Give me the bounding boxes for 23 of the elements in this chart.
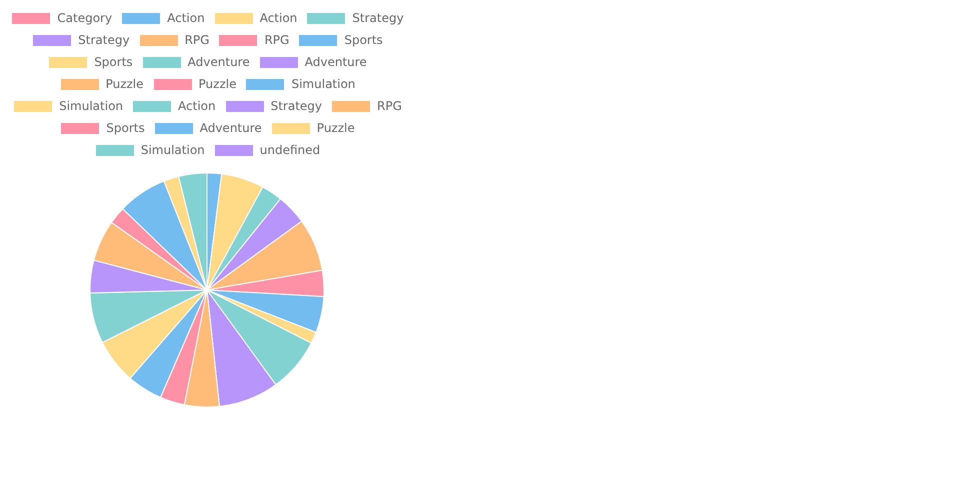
- legend-label: Simulation: [140, 143, 205, 157]
- legend-label: Puzzle: [106, 77, 144, 91]
- legend-label: RPG: [264, 33, 290, 47]
- legend-label: Adventure: [188, 55, 250, 69]
- legend-label: Category: [57, 11, 112, 25]
- legend-label: RPG: [184, 33, 210, 47]
- legend-label: Simulation: [291, 77, 356, 91]
- legend-label: Sports: [106, 121, 145, 135]
- legend-label: Sports: [344, 33, 383, 47]
- legend-label: Strategy: [352, 11, 404, 25]
- legend-label: Simulation: [59, 99, 124, 113]
- legend-label: Adventure: [304, 55, 367, 69]
- legend-label: RPG: [377, 99, 402, 113]
- legend-label: Strategy: [78, 33, 130, 47]
- legend-label: Strategy: [270, 99, 322, 113]
- legend-label: Puzzle: [316, 121, 355, 135]
- legend-label: Action: [178, 99, 216, 113]
- legend-label: Action: [260, 11, 298, 25]
- legend-label: Adventure: [200, 121, 262, 135]
- legend-label: Sports: [94, 55, 133, 69]
- legend-label: Action: [167, 11, 205, 25]
- legend-label: undefined: [260, 143, 320, 157]
- legend-label: Puzzle: [198, 77, 236, 91]
